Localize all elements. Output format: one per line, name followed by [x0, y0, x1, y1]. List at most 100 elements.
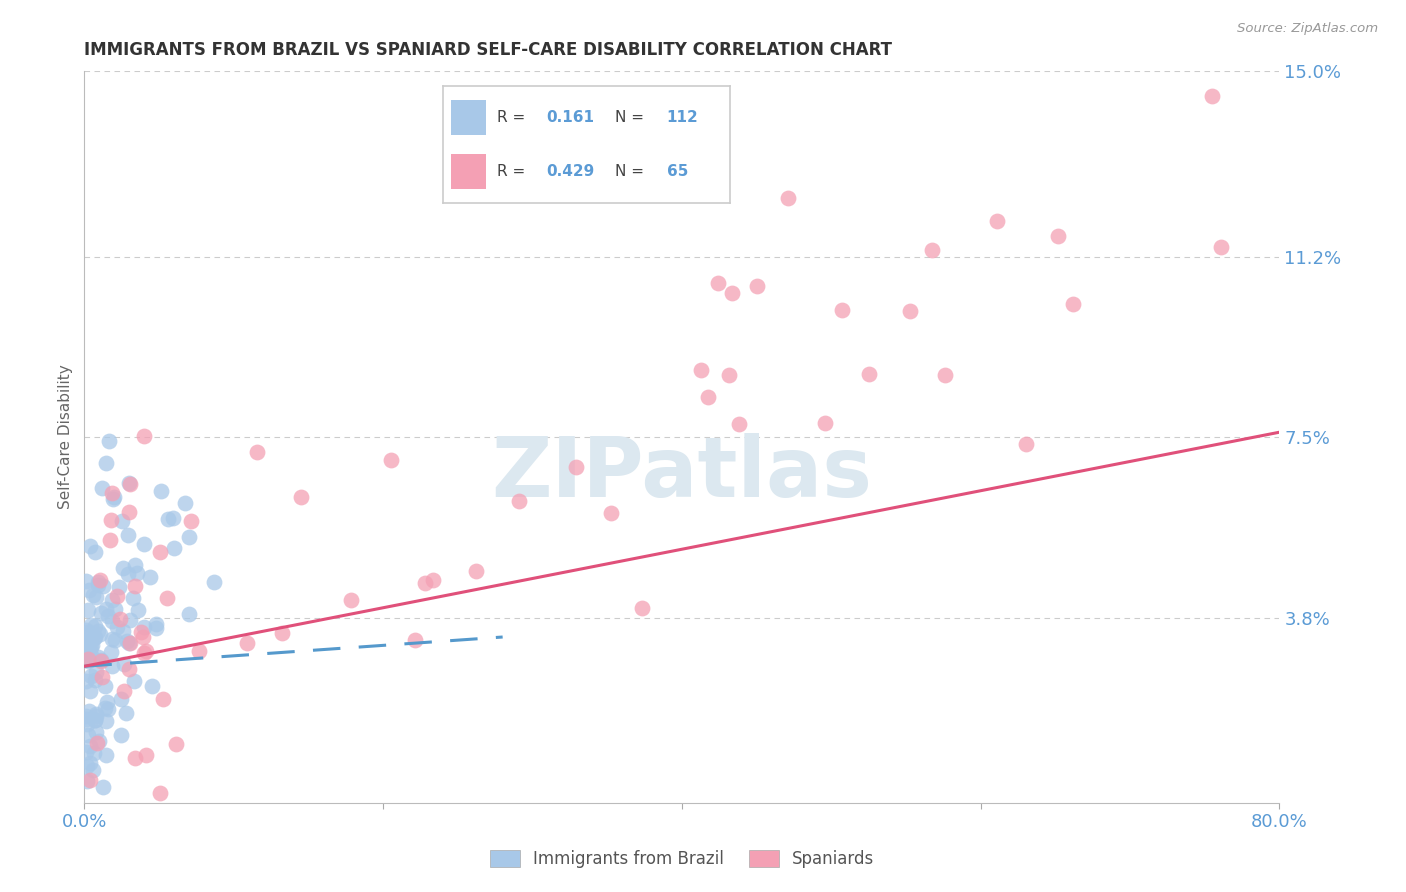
Point [898, 303, 921, 318]
Point [94, 457, 117, 471]
Point [80, 669, 103, 683]
Point [76, 758, 98, 772]
Point [831, 303, 853, 318]
Point [86, 736, 108, 750]
Point [180, 515, 202, 529]
Point [90, 481, 112, 495]
Point [135, 747, 157, 762]
Point [101, 632, 124, 647]
Point [118, 476, 141, 491]
Text: IMMIGRANTS FROM BRAZIL VS SPANIARD SELF-CARE DISABILITY CORRELATION CHART: IMMIGRANTS FROM BRAZIL VS SPANIARD SELF-… [84, 41, 893, 59]
Point [124, 558, 146, 573]
Point [87, 577, 110, 591]
Point [82, 639, 104, 653]
Point [124, 579, 146, 593]
Point [117, 567, 139, 582]
Point [132, 630, 155, 644]
Point [464, 564, 486, 578]
Point [75, 745, 97, 759]
Point [75, 636, 97, 650]
Point [77, 625, 100, 640]
Point [83, 631, 105, 645]
Point [202, 575, 225, 590]
Point [100, 645, 122, 659]
Point [177, 607, 200, 621]
Point [339, 592, 361, 607]
Point [98, 533, 121, 547]
Point [110, 692, 132, 706]
Point [83, 619, 105, 633]
Point [101, 491, 124, 506]
Point [97, 609, 120, 624]
Point [118, 636, 141, 650]
Point [86, 665, 108, 679]
Point [245, 445, 267, 459]
Point [79, 739, 101, 753]
Point [91, 670, 114, 684]
Point [696, 390, 718, 404]
Point [96, 714, 118, 729]
Point [80, 617, 103, 632]
Point [1209, 240, 1232, 254]
Point [111, 514, 134, 528]
Point [94, 679, 117, 693]
Point [132, 429, 155, 443]
Point [75, 708, 97, 723]
Point [79, 773, 101, 788]
Point [118, 505, 141, 519]
Point [630, 601, 652, 615]
Point [118, 662, 141, 676]
Point [93, 700, 115, 714]
Point [79, 540, 101, 554]
Y-axis label: Self-Care Disability: Self-Care Disability [58, 365, 73, 509]
Point [84, 673, 107, 687]
Point [83, 746, 105, 760]
Point [122, 673, 145, 688]
Point [149, 483, 172, 498]
Point [104, 602, 127, 616]
Point [75, 639, 97, 653]
Point [82, 764, 104, 778]
Point [100, 486, 122, 500]
Point [79, 683, 101, 698]
Point [858, 368, 880, 382]
Point [148, 545, 170, 559]
Point [145, 621, 167, 635]
Point [87, 734, 110, 748]
Point [90, 607, 112, 621]
Point [380, 452, 402, 467]
Point [290, 490, 312, 504]
Point [84, 709, 107, 723]
Point [110, 728, 132, 742]
Point [162, 511, 184, 525]
Text: Source: ZipAtlas.com: Source: ZipAtlas.com [1237, 22, 1378, 36]
Point [986, 214, 1008, 228]
Point [100, 513, 122, 527]
Point [80, 639, 103, 653]
Point [117, 476, 139, 491]
Point [76, 629, 98, 643]
Point [84, 590, 107, 604]
Point [187, 644, 209, 658]
Point [157, 511, 180, 525]
Point [103, 490, 125, 504]
Point [75, 574, 97, 588]
Point [96, 695, 118, 709]
Point [75, 673, 97, 688]
Point [117, 528, 139, 542]
Point [814, 416, 837, 430]
Point [107, 580, 129, 594]
Point [1201, 88, 1223, 103]
Point [177, 530, 200, 544]
Point [96, 601, 118, 615]
Point [79, 642, 101, 657]
Point [149, 786, 172, 800]
Point [77, 704, 100, 718]
Point [707, 277, 730, 291]
Point [80, 648, 103, 662]
Point [1015, 437, 1038, 451]
Point [121, 591, 143, 606]
Point [565, 460, 588, 475]
Point [87, 650, 110, 665]
Point [115, 633, 138, 648]
